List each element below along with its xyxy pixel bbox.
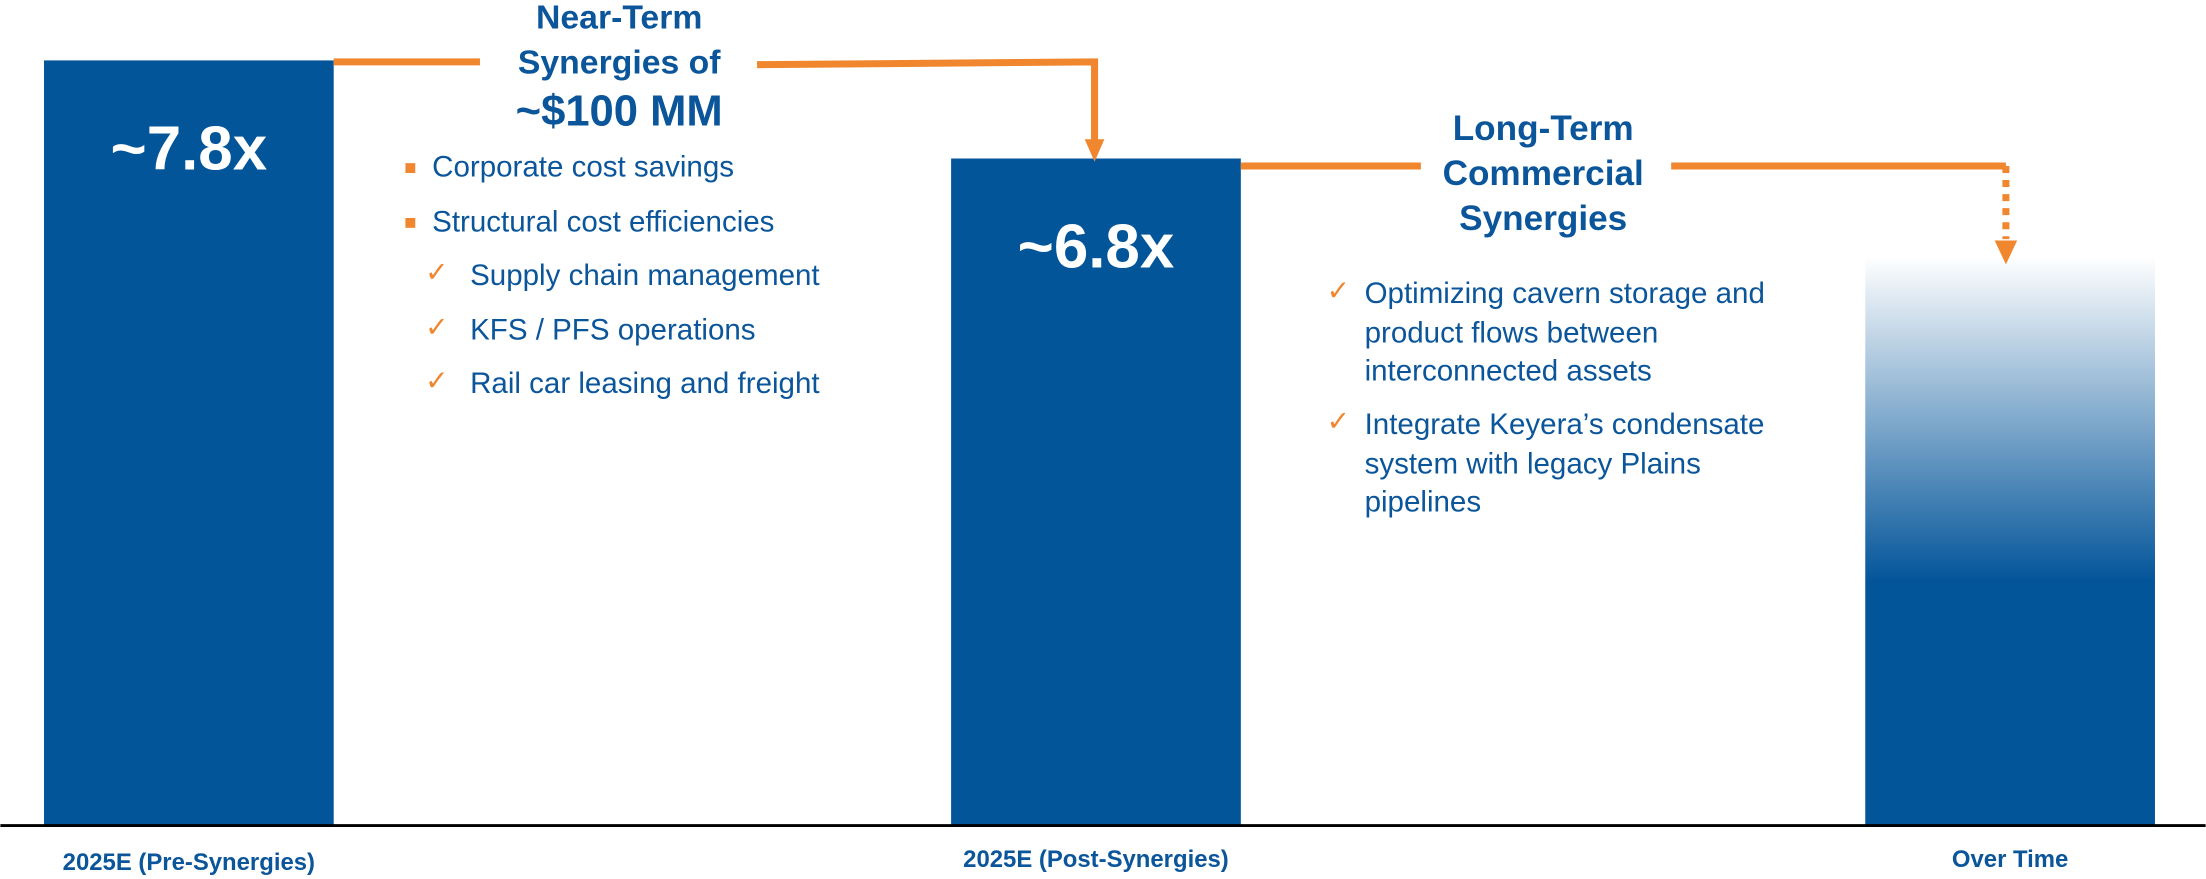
bullet-icon	[405, 217, 416, 228]
bullet: interconnected assets	[1365, 354, 1652, 387]
bullet: Corporate cost savings	[432, 151, 734, 184]
check-icon: ✓	[425, 312, 449, 343]
bar	[43, 60, 334, 826]
check-icon: ✓	[1327, 406, 1351, 437]
annotation-title: Commercial	[1443, 154, 1644, 193]
value-label: ~7.8x	[111, 115, 268, 184]
sub-bullet: Rail car leasing and freight	[470, 367, 819, 400]
connectors	[333, 58, 2018, 265]
annotation-title: Long-Term	[1453, 109, 1634, 148]
bullet: Optimizing cavern storage and	[1365, 277, 1765, 310]
bullet: product flows between	[1365, 317, 1659, 350]
x-tick-label: 2025E (Pre-Synergies)	[63, 849, 315, 876]
bullet: system with legacy Plains	[1365, 447, 1701, 480]
sub-bullet: Supply chain management	[470, 259, 820, 292]
x-tick-label: Over Time	[1952, 846, 2068, 873]
annotation-title: Synergies	[1459, 199, 1627, 238]
bullet-icon	[405, 163, 416, 173]
bullet: Integrate Keyera’s condensate	[1365, 408, 1765, 441]
bar	[1865, 256, 2155, 826]
check-icon: ✓	[1327, 275, 1351, 306]
value-label: ~6.8x	[1018, 213, 1175, 282]
bar	[951, 158, 1241, 826]
sub-bullet: KFS / PFS operations	[470, 314, 755, 347]
check-icon: ✓	[425, 257, 449, 288]
bullet: Structural cost efficiencies	[432, 205, 774, 238]
x-tick-label: 2025E (Post-Synergies)	[963, 846, 1229, 873]
annotation-title: Synergies of	[518, 44, 721, 82]
annotation-title: ~$100 MM	[516, 87, 723, 135]
check-icon: ✓	[425, 365, 449, 396]
bullet: pipelines	[1365, 485, 1482, 518]
annotation-title: Near-Term	[536, 0, 702, 37]
